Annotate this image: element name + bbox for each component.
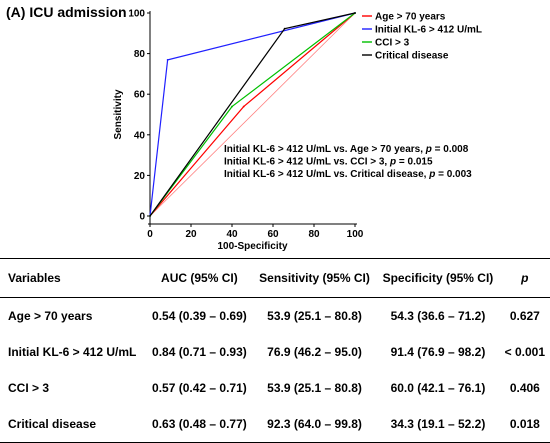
table-row: Critical disease 0.63 (0.48 – 0.77) 92.3… (0, 406, 550, 443)
table-row: Age > 70 years 0.54 (0.39 – 0.69) 53.9 (… (0, 298, 550, 335)
legend-label: Age > 70 years (375, 12, 446, 23)
cell-variable: Critical disease (8, 417, 97, 431)
x-tick-label: 20 (185, 229, 197, 240)
cell-variable: CCI > 3 (8, 381, 50, 395)
results-table: Variables AUC (95% CI) Sensitivity (95% … (0, 258, 550, 443)
header-variables: Variables (8, 271, 61, 285)
roc-point (149, 215, 151, 217)
header-p: p (521, 271, 529, 285)
cell-specificity: 54.3 (36.6 – 71.2) (390, 309, 486, 323)
cell-auc: 0.57 (0.42 – 0.71) (152, 381, 247, 395)
x-tick-label: 100 (347, 229, 364, 240)
y-tick-label: 0 (139, 212, 145, 223)
roc-point (354, 12, 356, 14)
x-tick-label: 60 (267, 229, 279, 240)
cell-specificity: 34.3 (19.1 – 52.2) (390, 417, 486, 431)
y-tick-label: 20 (134, 171, 146, 182)
cell-specificity: 91.4 (76.9 – 98.2) (390, 345, 486, 359)
x-tick-label: 40 (226, 229, 238, 240)
cell-p: 0.406 (509, 381, 540, 395)
comparison-annotation: Initial KL-6 > 412 U/mL vs. CCI > 3, p =… (224, 157, 433, 168)
roc-point (242, 105, 245, 108)
x-axis-title: 100-Specificity (217, 241, 287, 252)
roc-point (231, 105, 233, 108)
roc-point (166, 58, 169, 61)
legend-label: Critical disease (375, 51, 449, 62)
table-row: CCI > 3 0.57 (0.42 – 0.71) 53.9 (25.1 – … (0, 370, 550, 406)
comparison-annotation: Initial KL-6 > 412 U/mL vs. Critical dis… (224, 169, 472, 180)
table-header-row: Variables AUC (95% CI) Sensitivity (95% … (0, 258, 550, 298)
cell-auc: 0.54 (0.39 – 0.69) (152, 309, 247, 323)
cell-sensitivity: 53.9 (25.1 – 80.8) (267, 381, 362, 395)
legend-label: Initial KL-6 > 412 U/mL (375, 25, 482, 36)
roc-point (283, 27, 286, 30)
header-sensitivity: Sensitivity (95% CI) (259, 271, 370, 285)
x-tick-label: 80 (308, 229, 320, 240)
header-specificity: Specificity (95% CI) (382, 271, 494, 285)
table-row: Initial KL-6 > 412 U/mL 0.84 (0.71 – 0.9… (0, 334, 550, 370)
cell-sensitivity: 76.9 (46.2 – 95.0) (267, 345, 362, 359)
x-tick-label: 0 (147, 229, 153, 240)
y-tick-label: 80 (134, 49, 146, 60)
axes: 0 20 40 60 80 100 0 20 40 60 80 100 100-Specificity S… (113, 9, 364, 253)
panel-label: (A) ICU admission (6, 4, 127, 20)
y-tick-label: 60 (134, 90, 146, 101)
cell-p: 0.627 (509, 309, 540, 323)
reference-diagonal (149, 12, 356, 217)
cell-sensitivity: 92.3 (64.0 – 99.8) (267, 417, 362, 431)
header-auc: AUC (95% CI) (161, 271, 238, 285)
roc-chart: 0 20 40 60 80 100 0 20 40 60 80 100 100-Specificity S… (113, 9, 482, 253)
y-axis-title: Sensitivity (113, 89, 124, 139)
annotations: Initial KL-6 > 412 U/mL vs. Age > 70 yea… (224, 144, 472, 180)
cell-auc: 0.63 (0.48 – 0.77) (152, 417, 247, 431)
series-layer (149, 12, 356, 217)
cell-variable: Age > 70 years (8, 309, 93, 323)
cell-sensitivity: 53.9 (25.1 – 80.8) (267, 309, 362, 323)
legend: Age > 70 years Initial KL-6 > 412 U/mL CCI… (362, 12, 482, 62)
comparison-annotation: Initial KL-6 > 412 U/mL vs. Age > 70 yea… (224, 144, 469, 155)
cell-p: < 0.001 (504, 345, 546, 359)
y-tick-label: 40 (134, 130, 146, 141)
cell-auc: 0.84 (0.71 – 0.93) (152, 345, 247, 359)
cell-p: 0.018 (509, 417, 540, 431)
y-tick-label: 100 (128, 9, 145, 20)
legend-label: CCI > 3 (375, 38, 410, 49)
cell-specificity: 60.0 (42.1 – 76.1) (390, 381, 486, 395)
cell-variable: Initial KL-6 > 412 U/mL (8, 345, 137, 359)
